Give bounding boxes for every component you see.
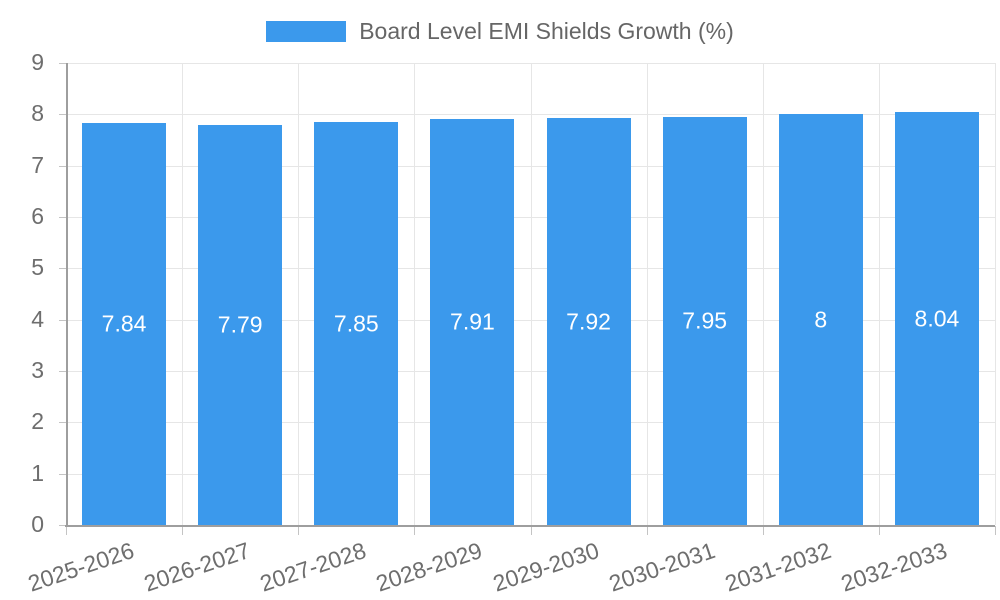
v-gridline (995, 63, 996, 525)
y-tick-label: 0 (31, 510, 44, 537)
x-tick-label: 2026-2027 (140, 537, 254, 597)
x-axis-tick (646, 526, 648, 535)
x-axis-tick (182, 526, 184, 535)
y-tick-label: 8 (31, 100, 44, 127)
bar[interactable] (430, 118, 515, 525)
bar-value-label: 8 (814, 306, 828, 333)
y-axis-tick (59, 422, 66, 424)
bar[interactable] (778, 114, 863, 525)
v-gridline (762, 63, 764, 525)
y-axis-tick (59, 114, 66, 116)
bar-value-label: 7.79 (217, 311, 263, 338)
x-axis-tick (298, 526, 300, 535)
x-axis-tick (762, 526, 764, 535)
bar-value-label: 7.84 (101, 310, 147, 337)
x-axis-tick (878, 526, 880, 535)
x-axis-line (65, 525, 995, 527)
v-gridline (298, 63, 300, 525)
y-axis-tick (59, 165, 66, 167)
bar[interactable] (314, 122, 399, 525)
bar[interactable] (198, 125, 283, 525)
y-axis-tick (59, 217, 66, 218)
bar-value-label: 7.85 (333, 310, 379, 337)
y-tick-label: 1 (31, 459, 44, 486)
x-tick-label: 2028-2029 (373, 537, 486, 597)
x-axis-tick (66, 526, 67, 535)
x-tick-label: 2027-2028 (256, 537, 370, 597)
bar[interactable] (546, 118, 631, 525)
y-axis-line (66, 63, 68, 526)
x-tick-label: 2029-2030 (489, 537, 602, 597)
y-tick-label: 6 (31, 202, 44, 229)
legend-swatch-icon (266, 21, 347, 42)
x-tick-label: 2030-2031 (605, 537, 718, 597)
chart-legend[interactable]: Board Level EMI Shields Growth (%) (0, 20, 1000, 43)
y-tick-label: 4 (31, 305, 44, 332)
bar-value-label: 7.95 (682, 307, 728, 334)
v-gridline (414, 63, 416, 525)
x-axis-tick (414, 526, 416, 535)
bar-value-label: 7.91 (450, 308, 495, 335)
bar[interactable] (894, 112, 979, 525)
y-axis-tick (59, 63, 66, 64)
y-tick-label: 7 (31, 151, 44, 178)
y-tick-label: 9 (31, 48, 44, 75)
y-axis-tick (59, 319, 66, 321)
bar-value-label: 8.04 (914, 305, 960, 332)
legend-label: Board Level EMI Shields Growth (%) (359, 18, 734, 44)
x-axis-tick (530, 526, 532, 535)
x-tick-label: 2025-2026 (24, 537, 138, 597)
bar[interactable] (662, 116, 747, 525)
x-axis-tick (995, 526, 996, 535)
bar-value-label: 7.92 (566, 308, 611, 335)
y-tick-label: 2 (31, 408, 44, 435)
x-tick-label: 2031-2032 (721, 537, 835, 597)
y-axis-tick (59, 525, 66, 526)
v-gridline (646, 63, 648, 525)
y-axis-tick (59, 473, 66, 475)
bar[interactable] (82, 122, 167, 525)
v-gridline (878, 63, 880, 525)
y-axis-tick (59, 268, 66, 270)
x-tick-label: 2032-2033 (837, 537, 951, 597)
y-tick-label: 5 (31, 254, 44, 281)
v-gridline (530, 63, 532, 525)
y-axis-tick (59, 371, 66, 372)
v-gridline (182, 63, 184, 525)
y-tick-label: 3 (31, 356, 44, 383)
